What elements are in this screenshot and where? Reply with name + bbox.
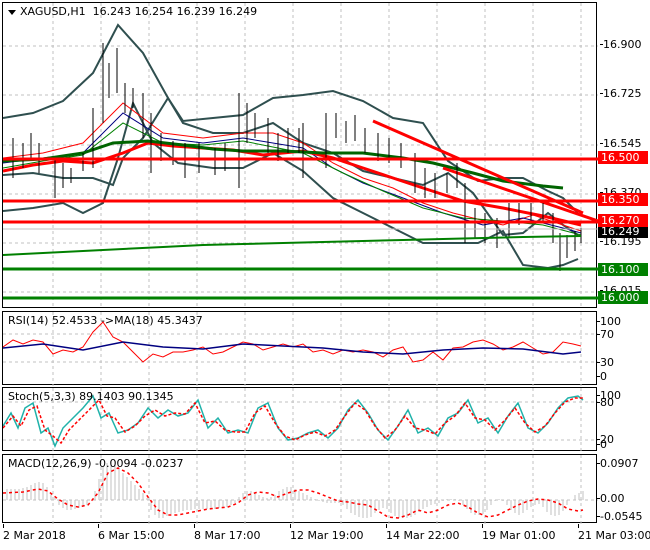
stoch-tick: 100 — [597, 389, 621, 402]
symbol-timeframe: XAGUSD,H1 — [20, 5, 86, 18]
level-badge-16100: 16.100 — [598, 263, 648, 276]
time-tick: 19 Mar 01:00 — [482, 524, 556, 542]
stoch-tick: 0 — [597, 438, 607, 451]
stoch-plot — [3, 388, 598, 452]
ohlc-values: 16.243 16.254 16.239 16.249 — [92, 5, 258, 18]
price-tick: 16.725 — [600, 87, 642, 100]
price-plot — [3, 3, 598, 309]
stoch-label: Stoch(5,3,3) 89.1403 90.1345 — [8, 390, 174, 403]
macd-tick: 0.00 — [597, 492, 625, 505]
stoch-tick: 20 — [597, 433, 614, 446]
macd-tick: 0.0907 — [597, 457, 639, 470]
rsi-plot — [3, 312, 598, 386]
time-tick: 6 Mar 15:00 — [98, 524, 165, 542]
rsi-tick: 100 — [597, 315, 621, 328]
level-badge-16500: 16.500 — [598, 151, 648, 164]
current-price-badge: 16.249 — [598, 225, 648, 238]
time-tick: 12 Mar 19:00 — [290, 524, 364, 542]
stoch-axis: 100 80 20 0 — [597, 387, 650, 451]
time-tick: 2 Mar 2018 — [3, 524, 66, 542]
macd-pane[interactable]: MACD(12,26,9) -0.0094 -0.0237 — [2, 454, 598, 524]
level-badge-16000: 16.000 — [598, 291, 648, 304]
rsi-axis: 100 70 30 0 — [597, 311, 650, 385]
price-chart-pane[interactable]: XAGUSD,H1 16.243 16.254 16.239 16.249 — [2, 2, 598, 309]
level-badge-16270: 16.270 — [598, 214, 648, 227]
macd-plot — [3, 455, 598, 524]
stoch-tick: 80 — [597, 396, 614, 409]
price-tick: 16.900 — [600, 38, 642, 51]
rsi-pane[interactable]: RSI(14) 52.4533 ->MA(18) 45.3437 — [2, 311, 598, 386]
level-badge-16350: 16.350 — [598, 193, 648, 206]
rsi-tick: 70 — [597, 328, 614, 341]
rsi-label: RSI(14) 52.4533 ->MA(18) 45.3437 — [8, 314, 203, 327]
time-tick: 8 Mar 17:00 — [194, 524, 261, 542]
macd-axis: 0.0907 0.00 -0.0545 — [596, 454, 650, 523]
rsi-tick: 30 — [597, 356, 614, 369]
triangle-down-icon[interactable] — [8, 9, 16, 15]
price-tick: 16.195 — [600, 235, 642, 248]
time-tick: 14 Mar 22:00 — [386, 524, 460, 542]
chart-title: XAGUSD,H1 16.243 16.254 16.239 16.249 — [8, 5, 257, 18]
macd-label: MACD(12,26,9) -0.0094 -0.0237 — [8, 457, 184, 470]
macd-tick: -0.0545 — [596, 510, 643, 523]
time-axis: 2 Mar 2018 6 Mar 15:00 8 Mar 17:00 12 Ma… — [0, 524, 650, 550]
price-tick: 16.545 — [600, 137, 642, 150]
time-tick: 21 Mar 03:00 — [578, 524, 650, 542]
stochastic-pane[interactable]: Stoch(5,3,3) 89.1403 90.1345 — [2, 387, 598, 452]
rsi-tick: 0 — [597, 370, 607, 383]
